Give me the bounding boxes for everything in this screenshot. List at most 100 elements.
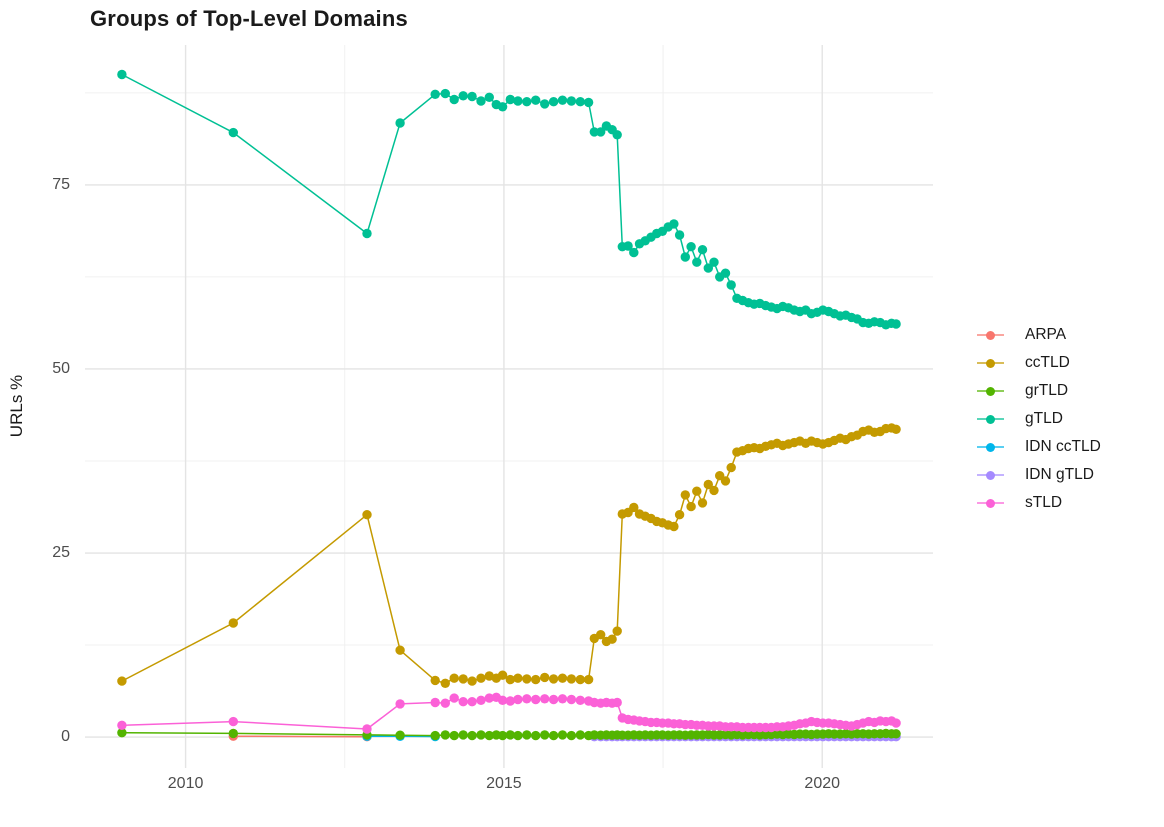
data-point xyxy=(726,280,736,290)
data-point xyxy=(669,219,679,229)
data-point xyxy=(583,97,594,108)
data-point xyxy=(697,498,708,508)
data-point xyxy=(891,729,901,739)
data-point xyxy=(531,694,541,705)
data-point xyxy=(440,698,450,708)
data-point xyxy=(228,728,238,739)
data-point xyxy=(623,241,633,251)
data-point xyxy=(430,89,440,100)
chart-title: Groups of Top-Level Domains xyxy=(90,6,408,31)
x-tick-label: 2015 xyxy=(486,775,522,792)
data-point xyxy=(720,268,731,278)
data-point xyxy=(362,724,372,734)
data-point xyxy=(575,695,585,705)
data-point xyxy=(440,88,450,99)
data-point xyxy=(540,694,550,704)
data-point xyxy=(228,618,238,628)
data-point xyxy=(566,96,577,106)
legend-item-label: ccTLD xyxy=(1025,354,1070,371)
data-point xyxy=(476,730,486,740)
series-line xyxy=(121,73,897,326)
data-point xyxy=(513,673,523,683)
data-point xyxy=(513,694,523,705)
data-point xyxy=(575,674,585,685)
data-point xyxy=(674,230,685,240)
data-point xyxy=(395,118,405,128)
data-point xyxy=(680,252,690,262)
data-point xyxy=(458,91,468,101)
y-tick-label: 25 xyxy=(52,544,70,561)
legend: ARPA ccTLD grTLD gTLD IDN ccTLD IDN gTLD sTLD xyxy=(977,321,1101,517)
legend-key-icon xyxy=(977,349,1004,377)
data-point xyxy=(497,670,508,680)
data-point xyxy=(566,730,577,741)
data-point xyxy=(557,730,568,740)
series-line xyxy=(233,735,368,738)
legend-item-ccTLD: ccTLD xyxy=(977,349,1101,377)
data-point xyxy=(566,674,577,684)
legend-key-icon xyxy=(977,321,1004,349)
legend-item-IDN-gTLD: IDN gTLD xyxy=(977,461,1101,489)
data-point xyxy=(476,673,486,683)
data-point xyxy=(467,730,477,741)
legend-key-icon xyxy=(977,377,1004,405)
data-point xyxy=(484,693,494,703)
data-point xyxy=(522,694,532,704)
data-point xyxy=(531,674,541,685)
grid-major-lines xyxy=(85,45,933,768)
x-tick-label: 2020 xyxy=(804,775,841,792)
data-point xyxy=(548,97,559,107)
data-point xyxy=(467,676,477,686)
data-point xyxy=(540,730,550,740)
data-point xyxy=(612,697,622,708)
legend-item-ARPA: ARPA xyxy=(977,321,1101,349)
data-point xyxy=(548,674,559,684)
legend-item-sTLD: sTLD xyxy=(977,489,1101,517)
data-point xyxy=(531,730,541,741)
data-point xyxy=(726,462,736,473)
data-point xyxy=(449,673,459,683)
data-point xyxy=(709,257,719,267)
y-tick-label: 0 xyxy=(61,728,70,746)
series-sTLD xyxy=(117,692,901,734)
data-point xyxy=(362,228,372,239)
data-point xyxy=(692,486,702,496)
series-ccTLD xyxy=(117,423,901,688)
data-point xyxy=(629,502,639,513)
legend-item-grTLD: grTLD xyxy=(977,377,1101,405)
data-point xyxy=(362,510,372,520)
data-point xyxy=(522,674,532,684)
legend-item-label: ARPA xyxy=(1025,326,1067,343)
data-point xyxy=(612,130,622,140)
y-tick-label: 50 xyxy=(52,359,70,377)
legend-key-icon xyxy=(977,405,1004,433)
data-point xyxy=(583,674,594,685)
data-point xyxy=(674,510,685,520)
data-point xyxy=(540,99,550,109)
data-point xyxy=(476,695,486,705)
data-point xyxy=(709,485,719,496)
data-point xyxy=(669,521,679,532)
data-point xyxy=(703,263,713,273)
data-point xyxy=(117,728,127,738)
data-point xyxy=(686,242,696,252)
data-point xyxy=(548,694,559,705)
data-point xyxy=(458,697,468,707)
data-point xyxy=(891,424,901,434)
data-point xyxy=(629,247,639,258)
data-point xyxy=(557,673,568,683)
data-point xyxy=(612,626,622,636)
x-tick-label: 2010 xyxy=(167,775,204,792)
data-point xyxy=(540,672,550,683)
data-point xyxy=(497,102,508,112)
data-point xyxy=(449,693,459,703)
data-point xyxy=(430,730,440,741)
legend-key-icon xyxy=(977,433,1004,461)
data-point xyxy=(720,476,731,486)
data-point xyxy=(505,674,515,685)
data-point xyxy=(395,645,405,655)
data-point xyxy=(117,676,127,686)
series-gTLD xyxy=(117,69,901,330)
data-point xyxy=(497,730,508,741)
